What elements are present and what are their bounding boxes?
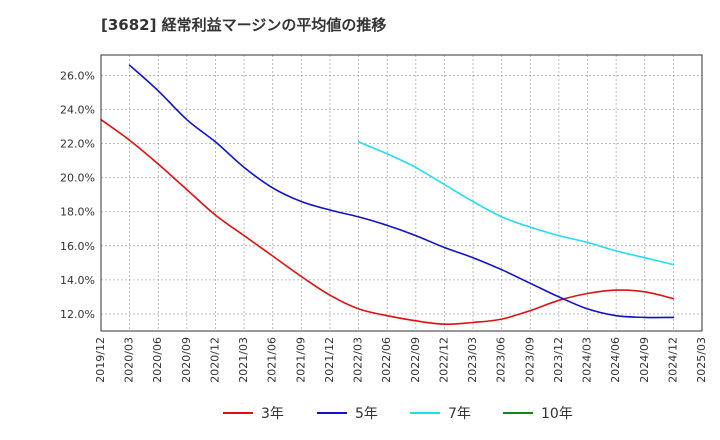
x-tick-label: 2022/06	[380, 337, 393, 383]
chart-title: [3682] 経常利益マージンの平均値の推移	[101, 16, 387, 34]
y-tick-label: 26.0%	[60, 69, 95, 82]
y-tick-label: 12.0%	[60, 308, 95, 321]
x-tick-label: 2025/03	[695, 337, 708, 383]
y-tick-label: 24.0%	[60, 104, 95, 117]
x-tick-label: 2023/12	[552, 337, 565, 383]
x-tick-label: 2021/09	[294, 337, 307, 383]
x-tick-label: 2021/03	[237, 337, 250, 383]
plot-background	[101, 55, 702, 331]
x-tick-label: 2024/03	[581, 337, 594, 383]
x-tick-label: 2022/12	[437, 337, 450, 383]
grid-lines	[101, 55, 702, 331]
y-tick-label: 18.0%	[60, 206, 95, 219]
x-tick-label: 2023/09	[523, 337, 536, 383]
y-tick-label: 16.0%	[60, 240, 95, 253]
legend-label-7年: 7年	[448, 406, 471, 422]
x-tick-label: 2021/12	[323, 337, 336, 383]
x-axis-ticks: 2019/12 2020/03 2020/06 2020/09 2020/12 2021/…	[94, 337, 708, 383]
y-axis-ticks: 12.0% 14.0% 16.0% 18.0% 20.0% 22.0% 24.0% 26.0%	[60, 69, 95, 321]
x-tick-label: 2021/06	[266, 337, 279, 383]
legend-label-10年: 10年	[541, 406, 573, 422]
y-tick-label: 14.0%	[60, 274, 95, 287]
plot-border	[100, 54, 703, 332]
legend: 3年 5年 7年 10年	[223, 406, 573, 422]
x-tick-label: 2020/03	[123, 337, 136, 383]
legend-label-3年: 3年	[261, 406, 284, 422]
series-line-3年	[100, 118, 675, 326]
x-tick-label: 2024/09	[638, 337, 651, 383]
legend-label-5年: 5年	[355, 406, 378, 422]
series-lines	[100, 64, 675, 326]
x-tick-label: 2024/06	[609, 337, 622, 383]
series-line-7年	[357, 141, 675, 266]
x-tick-label: 2022/03	[352, 337, 365, 383]
y-tick-label: 20.0%	[60, 172, 95, 185]
x-tick-label: 2022/09	[409, 337, 422, 383]
x-tick-label: 2020/09	[180, 337, 193, 383]
y-tick-label: 22.0%	[60, 138, 95, 151]
x-tick-label: 2020/12	[208, 337, 221, 383]
x-tick-label: 2023/06	[495, 337, 508, 383]
series-line-5年	[128, 64, 675, 319]
x-tick-label: 2019/12	[94, 337, 107, 383]
x-tick-label: 2020/06	[151, 337, 164, 383]
x-tick-label: 2023/03	[466, 337, 479, 383]
x-tick-label: 2024/12	[666, 337, 679, 383]
